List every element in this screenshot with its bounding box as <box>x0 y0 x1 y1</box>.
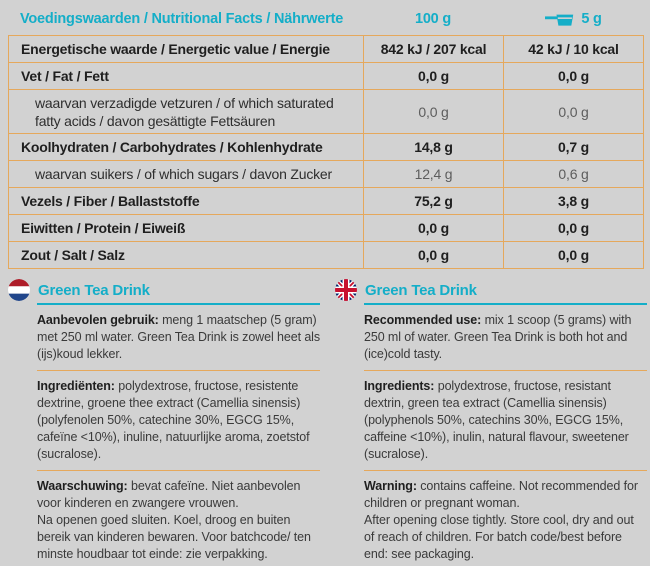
row-value-5g: 0,0 g <box>503 215 643 241</box>
netherlands-flag-icon <box>8 279 30 301</box>
table-header-5g-label: 5 g <box>581 11 602 27</box>
row-value-5g: 0,0 g <box>503 63 643 89</box>
table-row-protein: Eiwitten / Protein / Eiweiß 0,0 g 0,0 g <box>9 215 643 242</box>
row-value-100g: 842 kJ / 207 kcal <box>363 36 503 62</box>
cyan-divider <box>364 303 647 305</box>
orange-divider <box>37 370 320 371</box>
info-column-dutch: Green Tea Drink Aanbevolen gebruik: meng… <box>8 279 320 563</box>
section-text: meng 1 maatschep (5 gram) met 250 ml wat… <box>37 313 320 361</box>
storage-text: Na openen goed sluiten. Koel, droog en b… <box>37 513 311 561</box>
nutrition-table: Energetische waarde / Energetic value / … <box>8 35 644 269</box>
row-value-100g: 75,2 g <box>363 188 503 214</box>
row-label: Zout / Salt / Salz <box>21 247 125 263</box>
table-row-carbohydrates: Koolhydraten / Carbohydrates / Kohlenhyd… <box>9 134 643 161</box>
section-lead: Recommended use: <box>364 313 482 327</box>
table-row-salt: Zout / Salt / Salz 0,0 g 0,0 g <box>9 242 643 268</box>
ingredients-nl: Ingrediënten: polydextrose, fructose, re… <box>37 378 320 463</box>
english-text-block: Recommended use: mix 1 scoop (5 grams) w… <box>364 312 647 563</box>
section-text: mix 1 scoop (5 grams) with 250 ml of wat… <box>364 313 632 361</box>
row-value-100g: 12,4 g <box>363 161 503 187</box>
row-value-5g: 0,6 g <box>503 161 643 187</box>
warning-en: Warning: contains caffeine. Not recommen… <box>364 478 647 563</box>
table-header-title: Voedingswaarden / Nutritional Facts / Nä… <box>20 11 344 27</box>
row-value-5g: 0,0 g <box>503 90 643 133</box>
row-label: Vezels / Fiber / Ballaststoffe <box>21 193 200 209</box>
section-lead: Waarschuwing: <box>37 479 128 493</box>
ingredients-en: Ingredients: polydextrose, fructose, res… <box>364 378 647 463</box>
row-value-100g: 0,0 g <box>363 242 503 268</box>
orange-divider <box>37 470 320 471</box>
dutch-text-block: Aanbevolen gebruik: meng 1 maatschep (5 … <box>37 312 320 563</box>
row-label: waarvan verzadigde vetzuren / of which s… <box>35 94 334 129</box>
table-row-saturated-fat: waarvan verzadigde vetzuren / of which s… <box>9 90 643 134</box>
cyan-divider <box>37 303 320 305</box>
recommended-use-en: Recommended use: mix 1 scoop (5 grams) w… <box>364 312 647 363</box>
section-text: polydextrose, fructose, resistant dextri… <box>364 379 629 461</box>
section-text: contains caffeine. Not recommended for c… <box>364 479 638 510</box>
united-kingdom-flag-icon <box>335 279 357 301</box>
row-value-5g: 0,0 g <box>503 242 643 268</box>
row-label: Eiwitten / Protein / Eiweiß <box>21 220 186 236</box>
table-header-5g: 5 g <box>503 11 644 27</box>
table-row-fat: Vet / Fat / Fett 0,0 g 0,0 g <box>9 63 643 90</box>
row-value-5g: 0,7 g <box>503 134 643 160</box>
warning-nl: Waarschuwing: bevat cafeïne. Niet aanbev… <box>37 478 320 563</box>
scoop-icon <box>545 14 574 26</box>
row-value-100g: 0,0 g <box>363 90 503 133</box>
table-header-row: Voedingswaarden / Nutritional Facts / Nä… <box>8 7 646 31</box>
row-value-100g: 0,0 g <box>363 215 503 241</box>
product-title-nl: Green Tea Drink <box>38 281 150 299</box>
row-label: Energetische waarde / Energetic value / … <box>21 41 330 57</box>
english-column-header: Green Tea Drink <box>335 279 647 301</box>
section-text: polydextrose, fructose, resistente dextr… <box>37 379 310 461</box>
table-row-fiber: Vezels / Fiber / Ballaststoffe 75,2 g 3,… <box>9 188 643 215</box>
row-label: Vet / Fat / Fett <box>21 68 109 84</box>
table-row-sugars: waarvan suikers / of which sugars / davo… <box>9 161 643 188</box>
row-value-100g: 14,8 g <box>363 134 503 160</box>
table-row-energy: Energetische waarde / Energetic value / … <box>9 36 643 63</box>
row-label: Koolhydraten / Carbohydrates / Kohlenhyd… <box>21 139 323 155</box>
recommended-use-nl: Aanbevolen gebruik: meng 1 maatschep (5 … <box>37 312 320 363</box>
storage-text: After opening close tightly. Store cool,… <box>364 513 634 561</box>
table-header-100g: 100 g <box>414 11 452 27</box>
section-lead: Ingredients: <box>364 379 435 393</box>
row-value-5g: 3,8 g <box>503 188 643 214</box>
info-column-english: Green Tea Drink Recommended use: mix 1 s… <box>335 279 647 563</box>
row-value-100g: 0,0 g <box>363 63 503 89</box>
section-lead: Aanbevolen gebruik: <box>37 313 159 327</box>
orange-divider <box>364 370 647 371</box>
product-title-en: Green Tea Drink <box>365 281 477 299</box>
dutch-column-header: Green Tea Drink <box>8 279 320 301</box>
row-value-5g: 42 kJ / 10 kcal <box>503 36 643 62</box>
orange-divider <box>364 470 647 471</box>
info-section: Green Tea Drink Aanbevolen gebruik: meng… <box>8 279 648 563</box>
section-lead: Warning: <box>364 479 417 493</box>
section-lead: Ingrediënten: <box>37 379 115 393</box>
section-text: bevat cafeïne. Niet aanbevolen voor kind… <box>37 479 301 510</box>
row-label: waarvan suikers / of which sugars / davo… <box>35 166 332 182</box>
